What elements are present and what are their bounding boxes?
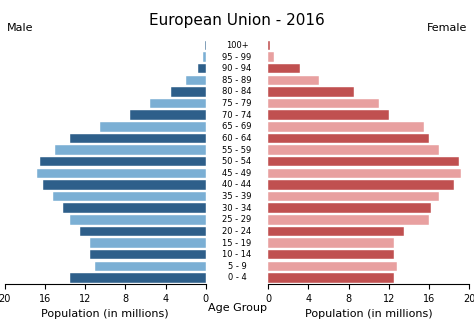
Text: 65 - 69: 65 - 69 [222, 122, 252, 131]
Bar [268, 52, 274, 62]
Text: 40 - 44: 40 - 44 [222, 181, 252, 189]
Bar [90, 250, 206, 259]
Bar [198, 64, 206, 74]
Bar [130, 111, 206, 120]
Text: European Union - 2016: European Union - 2016 [149, 13, 325, 28]
Bar [268, 262, 397, 271]
Text: 100+: 100+ [226, 41, 248, 50]
Text: 70 - 74: 70 - 74 [222, 111, 252, 120]
Text: 85 - 89: 85 - 89 [222, 76, 252, 85]
Text: 75 - 79: 75 - 79 [222, 99, 252, 108]
Bar [80, 227, 206, 236]
Text: Female: Female [427, 23, 467, 33]
Bar [268, 41, 270, 50]
Text: 35 - 39: 35 - 39 [222, 192, 252, 201]
Bar [63, 204, 206, 213]
Bar [268, 145, 439, 155]
Bar [268, 227, 404, 236]
Bar [268, 192, 439, 201]
Bar [268, 180, 454, 190]
Bar [268, 238, 394, 248]
Bar [268, 87, 354, 97]
Bar [95, 262, 206, 271]
Bar [268, 111, 389, 120]
Bar [203, 52, 206, 62]
Text: 30 - 34: 30 - 34 [222, 204, 252, 213]
Text: 80 - 84: 80 - 84 [222, 87, 252, 96]
Bar [37, 169, 206, 178]
Bar [70, 215, 206, 225]
Bar [43, 180, 206, 190]
Text: 0 - 4: 0 - 4 [228, 274, 246, 282]
Bar [53, 192, 206, 201]
X-axis label: Population (in millions): Population (in millions) [41, 309, 169, 319]
Bar [268, 76, 319, 85]
Bar [100, 122, 206, 132]
Text: 10 - 14: 10 - 14 [222, 250, 252, 259]
Bar [205, 41, 206, 50]
Bar [70, 134, 206, 143]
Bar [268, 215, 429, 225]
Text: 55 - 59: 55 - 59 [222, 146, 252, 154]
Bar [55, 145, 206, 155]
Text: 50 - 54: 50 - 54 [222, 157, 252, 166]
Text: 60 - 64: 60 - 64 [222, 134, 252, 143]
Text: Male: Male [7, 23, 34, 33]
X-axis label: Population (in millions): Population (in millions) [305, 309, 433, 319]
Bar [90, 238, 206, 248]
Text: 90 - 94: 90 - 94 [222, 64, 252, 73]
Text: 95 - 99: 95 - 99 [222, 52, 252, 61]
Text: Age Group: Age Group [208, 303, 266, 314]
Bar [70, 273, 206, 283]
Bar [268, 157, 459, 166]
Text: 15 - 19: 15 - 19 [222, 239, 252, 248]
Bar [150, 99, 206, 108]
Bar [268, 250, 394, 259]
Text: 20 - 24: 20 - 24 [222, 227, 252, 236]
Bar [268, 169, 461, 178]
Bar [268, 134, 429, 143]
Bar [40, 157, 206, 166]
Bar [268, 122, 424, 132]
Bar [268, 273, 394, 283]
Bar [268, 99, 379, 108]
Bar [186, 76, 206, 85]
Text: 25 - 29: 25 - 29 [222, 215, 252, 224]
Bar [268, 64, 301, 74]
Text: 5 - 9: 5 - 9 [228, 262, 246, 271]
Bar [268, 204, 431, 213]
Text: 45 - 49: 45 - 49 [222, 169, 252, 178]
Bar [171, 87, 206, 97]
